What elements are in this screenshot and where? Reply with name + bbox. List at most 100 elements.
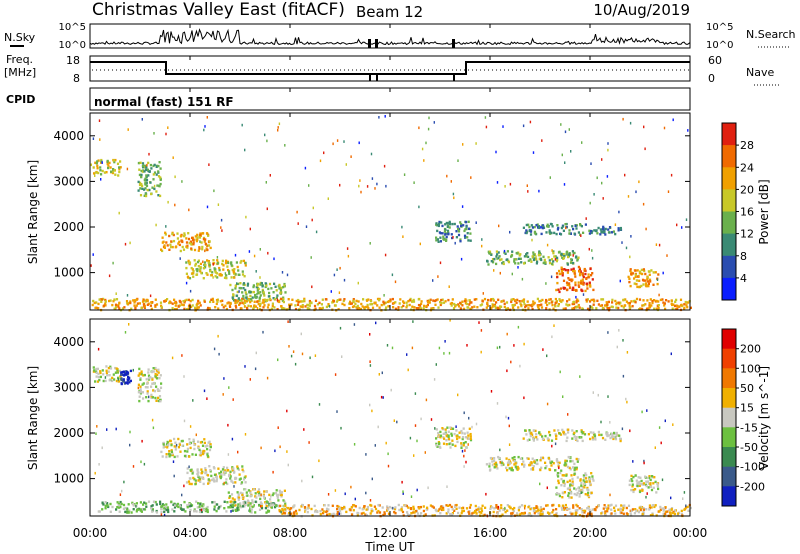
power-echo-cell bbox=[239, 287, 243, 290]
power-echo-cell bbox=[571, 288, 574, 291]
power-echo-cell bbox=[550, 275, 553, 279]
power-echo-cell bbox=[183, 299, 187, 302]
velocity-echo-cell bbox=[468, 512, 471, 515]
power-echo-cell bbox=[188, 303, 191, 307]
power-echo-cell bbox=[435, 299, 438, 302]
velocity-colorbar-tick-label: 100 bbox=[740, 362, 761, 375]
power-echo-cell bbox=[562, 286, 565, 289]
power-echo-cell bbox=[181, 303, 184, 306]
velocity-echo-cell bbox=[447, 434, 450, 437]
velocity-echo-cell bbox=[495, 506, 498, 509]
velocity-echo-cell bbox=[670, 508, 673, 511]
velocity-echo-cell bbox=[293, 504, 296, 507]
power-echo-cell bbox=[456, 225, 459, 228]
velocity-echo-cell bbox=[579, 479, 582, 482]
velocity-echo-cell bbox=[461, 449, 464, 453]
power-echo-cell bbox=[502, 262, 505, 266]
power-echo-cell bbox=[331, 301, 334, 304]
velocity-echo-cell bbox=[254, 495, 257, 498]
velocity-echo-cell bbox=[500, 461, 503, 464]
velocity-echo-cell bbox=[493, 459, 496, 462]
power-echo-cell bbox=[111, 170, 114, 174]
power-echo-cell bbox=[646, 307, 649, 310]
velocity-echo-cell bbox=[623, 504, 626, 507]
velocity-echo-cell bbox=[270, 506, 273, 509]
power-echo-cell bbox=[192, 270, 195, 273]
power-echo-cell bbox=[624, 173, 626, 177]
power-echo-cell bbox=[100, 173, 103, 176]
velocity-echo-cell bbox=[541, 511, 544, 514]
power-echo-cell bbox=[635, 279, 638, 282]
velocity-echo-cell bbox=[581, 511, 584, 514]
velocity-echo-cell bbox=[580, 491, 582, 494]
velocity-echo-cell bbox=[106, 374, 109, 377]
power-echo-cell bbox=[347, 254, 350, 258]
power-echo-cell bbox=[111, 303, 114, 307]
power-echo-cell bbox=[493, 269, 495, 272]
velocity-echo-cell bbox=[532, 437, 535, 440]
power-echo-cell bbox=[466, 302, 469, 306]
velocity-echo-cell bbox=[155, 503, 158, 506]
velocity-echo-cell bbox=[549, 461, 552, 465]
velocity-echo-cell bbox=[365, 453, 367, 456]
power-echo-cell bbox=[252, 290, 255, 294]
velocity-echo-cell bbox=[669, 511, 672, 514]
power-echo-region bbox=[185, 259, 247, 280]
power-echo-cell bbox=[565, 288, 569, 292]
power-echo-cell bbox=[93, 301, 96, 305]
power-echo-cell bbox=[204, 242, 207, 246]
velocity-echo-cell bbox=[633, 512, 636, 515]
velocity-echo-cell bbox=[568, 479, 572, 482]
power-echo-cell bbox=[648, 278, 652, 281]
power-echo-cell bbox=[212, 259, 215, 262]
velocity-echo-cell bbox=[545, 504, 548, 507]
velocity-echo-cell bbox=[539, 433, 542, 436]
velocity-echo-cell bbox=[301, 352, 304, 356]
power-echo-cell bbox=[514, 262, 517, 265]
velocity-echo-cell bbox=[393, 510, 396, 514]
velocity-echo-cell bbox=[676, 513, 680, 517]
velocity-echo-cell bbox=[556, 460, 559, 463]
power-echo-cell bbox=[115, 292, 117, 295]
power-echo-cell bbox=[638, 285, 641, 288]
velocity-echo-region bbox=[185, 465, 247, 486]
power-echo-cell bbox=[253, 254, 256, 258]
velocity-echo-cell bbox=[574, 509, 577, 512]
velocity-echo-cell bbox=[239, 502, 242, 505]
velocity-echo-cell bbox=[200, 468, 203, 471]
velocity-echo-cell bbox=[199, 508, 202, 512]
power-echo-cell bbox=[575, 227, 578, 230]
power-echo-cell bbox=[575, 288, 578, 292]
velocity-echo-cell bbox=[339, 512, 342, 515]
power-echo-cell bbox=[237, 282, 240, 286]
power-echo-cell bbox=[568, 128, 570, 131]
velocity-echo-cell bbox=[558, 466, 560, 470]
power-echo-cell bbox=[190, 247, 193, 250]
velocity-echo-cell bbox=[574, 513, 577, 516]
velocity-echo-cell bbox=[641, 410, 643, 414]
velocity-echo-cell bbox=[493, 466, 496, 469]
velocity-echo-cell bbox=[495, 504, 498, 507]
power-echo-cell bbox=[146, 303, 149, 306]
velocity-echo-cell bbox=[263, 490, 266, 493]
power-echo-cell bbox=[323, 151, 325, 155]
power-echo-cell bbox=[580, 234, 582, 237]
nave-tick-bottom: 0 bbox=[708, 72, 715, 85]
velocity-echo-cell bbox=[256, 490, 259, 494]
power-echo-cell bbox=[406, 304, 409, 307]
velocity-echo-cell bbox=[580, 429, 583, 432]
velocity-echo-cell bbox=[334, 373, 337, 376]
velocity-echo-cell bbox=[263, 496, 266, 499]
freq-unit: [MHz] bbox=[4, 66, 36, 79]
velocity-echo-cell bbox=[280, 493, 283, 497]
velocity-echo-cell bbox=[147, 500, 151, 503]
power-echo-cell bbox=[550, 258, 554, 261]
power-echo-cell bbox=[234, 285, 237, 288]
velocity-echo-cell bbox=[208, 448, 212, 452]
velocity-echo-cell bbox=[506, 469, 509, 472]
power-echo-cell bbox=[575, 306, 578, 309]
power-echo-cell bbox=[475, 142, 477, 145]
power-echo-cell bbox=[557, 304, 560, 308]
power-echo-cell bbox=[641, 278, 645, 282]
velocity-echo-cell bbox=[154, 366, 157, 370]
